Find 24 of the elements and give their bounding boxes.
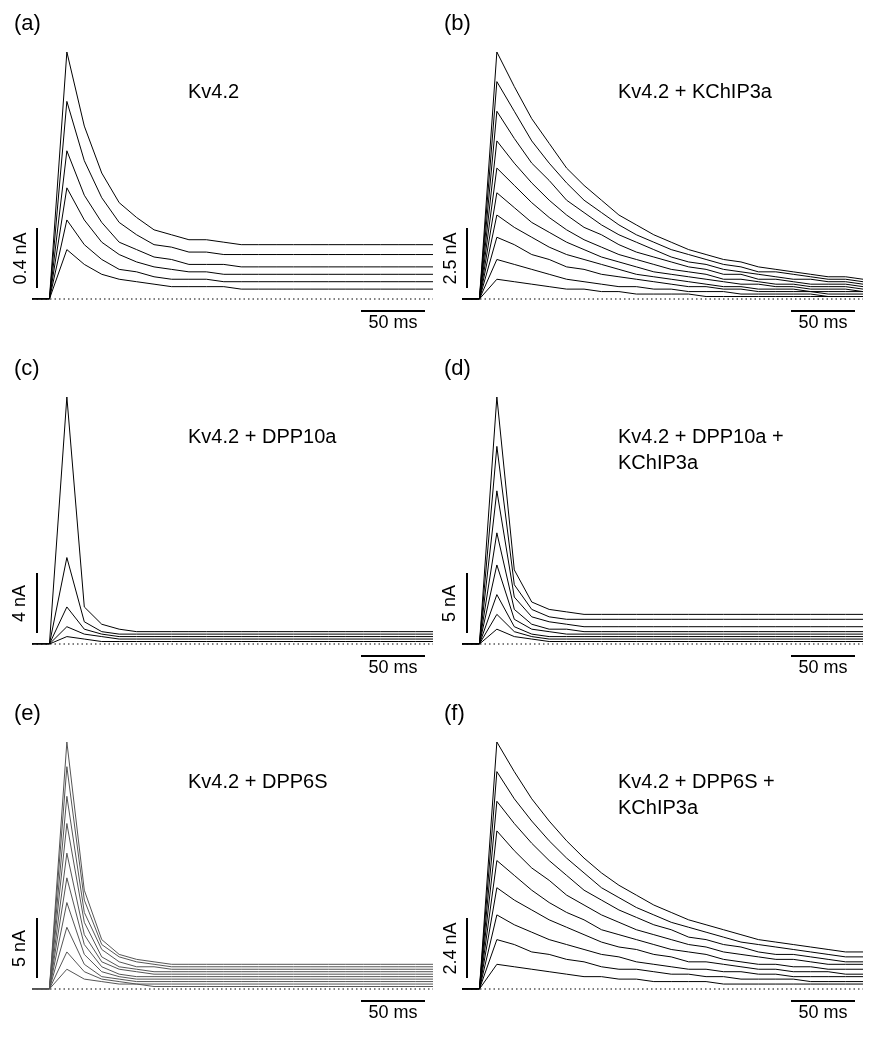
- text: 50 ms: [797, 657, 849, 678]
- text: 0.4 nA: [9, 231, 31, 285]
- chart-title: (d): [444, 355, 471, 381]
- text: 5 nA: [9, 929, 31, 967]
- text: 50 ms: [797, 312, 849, 333]
- chart-title: (f): [444, 700, 465, 726]
- text: 2.4 nA: [439, 921, 461, 975]
- text: 5 nA: [439, 584, 461, 622]
- text: 50 ms: [367, 657, 419, 678]
- chart-title: (a): [14, 10, 41, 36]
- annotation: Kv4.2 + DPP6S: [188, 769, 328, 794]
- text: 50 ms: [797, 1002, 849, 1023]
- annotation: Kv4.2 + KChIP3a: [618, 79, 772, 104]
- text: 50 ms: [367, 312, 419, 333]
- annotation: Kv4.2 + DPP10a: [188, 424, 337, 449]
- annotation: Kv4.2: [188, 79, 240, 104]
- annotation: Kv4.2 + DPP10a + KChIP3a: [618, 424, 785, 475]
- chart-title: (b): [444, 10, 471, 36]
- chart-title: (c): [14, 355, 40, 381]
- chart-title: (e): [14, 700, 41, 726]
- text: 50 ms: [367, 1002, 419, 1023]
- text: 2.5 nA: [439, 231, 461, 285]
- text: 4 nA: [9, 584, 31, 622]
- annotation: Kv4.2 + DPP6S + KChIP3a: [618, 769, 776, 820]
